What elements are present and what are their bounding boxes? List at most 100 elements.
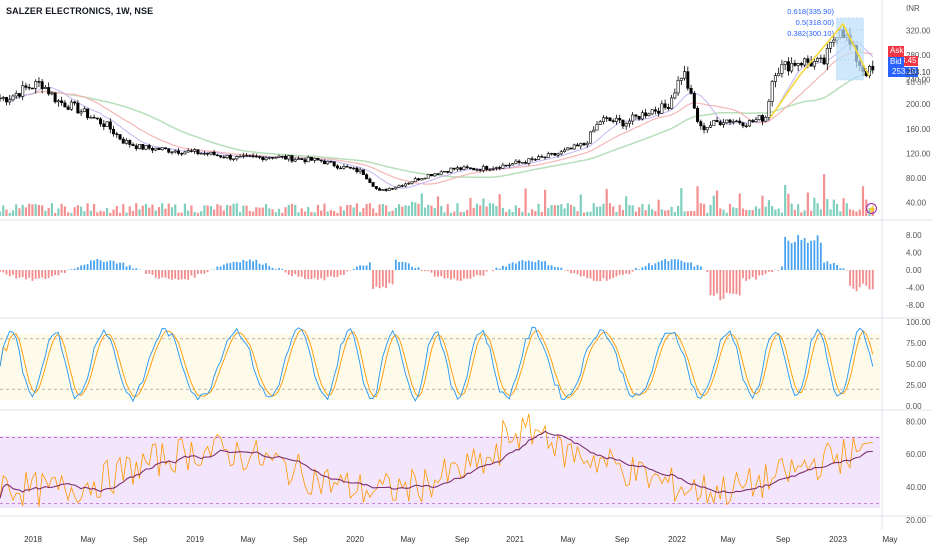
macd-bar [255,259,258,270]
macd-bar [836,264,838,270]
candle-body [53,92,57,103]
macd-bar [34,270,37,279]
macd-bar [813,240,816,270]
price-tick-label: 40.00 [906,199,927,208]
volume-bar [647,204,650,216]
price-tick-label: 80.00 [906,174,927,183]
macd-bar [839,268,842,270]
candle-body [50,92,54,95]
candle-body [361,169,365,175]
candle-body [773,75,777,82]
candle-body [546,153,550,158]
candle-body [82,108,86,113]
candle-body [209,151,213,155]
candle-body [76,102,80,114]
macd-bar [498,268,501,270]
lightning-icon[interactable]: ⚡ [866,203,877,214]
volume-bar [543,189,547,216]
candle-body [640,112,644,120]
candle-body [1,97,5,99]
macd-bar [761,270,764,276]
macd-bar [291,270,293,277]
macd-bar [320,270,323,279]
candle-body [144,145,148,150]
candle-body [89,117,93,119]
volume-bar [615,211,618,216]
candle-body [397,185,401,188]
macd-bar [686,262,689,270]
volume-bar [657,199,660,216]
macd-bar [472,270,475,277]
volume-bar [861,186,865,216]
candle-body [404,183,408,187]
volume-bar [472,207,475,216]
candle-body [134,145,138,149]
volume-bar [631,205,634,216]
volume-bar [709,204,712,216]
macd-bar [635,268,637,270]
candle-body [235,156,239,160]
volume-bar [96,212,99,216]
candle-body [504,164,508,167]
macd-bar [76,267,79,270]
volume-bar [800,212,803,216]
volume-bar [410,201,414,216]
volume-bar [368,203,371,216]
volume-bar [569,204,573,216]
volume-bar [28,203,31,216]
volume-bar [702,203,706,216]
stoch-tick-label: 25.00 [906,381,927,390]
volume-bar [83,211,86,216]
volume-bar [605,189,608,216]
macd-bar [849,270,851,286]
macd-bar [89,260,92,270]
macd-bar [670,259,673,270]
fib-label: 0.382(300.10) [787,29,834,38]
macd-bar [576,270,579,275]
candle-body [683,71,687,79]
volume-bar [41,205,44,216]
macd-bar [122,262,125,270]
volume-bar [0,211,2,216]
candle-body [232,158,236,160]
bid-badge: Bid253.10 [888,57,932,77]
candle-body [741,122,745,127]
macd-bar [586,270,589,279]
x-axis-label: May [560,535,575,544]
macd-bar [596,270,598,282]
candle-body [173,150,177,153]
volume-bar [855,211,858,216]
candle-body [436,173,440,175]
macd-bar [414,267,417,270]
volume-bar [835,203,839,216]
candle-body [556,153,560,156]
candle-body [537,156,541,160]
macd-bar [394,259,397,270]
macd-bar [605,270,608,281]
candle-body [734,120,738,123]
macd-bar [430,270,433,273]
candle-body [267,157,271,159]
macd-bar [631,270,634,272]
volume-bar [822,174,826,216]
candle-body [423,177,427,180]
candle-body [588,131,592,144]
candle-body [280,155,284,158]
macd-bar [339,270,342,275]
volume-bar [748,209,751,216]
x-axis-label: May [720,535,735,544]
volume-bar [813,197,816,216]
candle-body [799,63,803,66]
volume-bar [832,199,835,216]
macd-bar [200,270,203,274]
candle-body [387,188,391,191]
candle-body [689,87,693,94]
volume-bar [226,204,229,216]
candle-body [796,63,800,66]
volume-bar [391,210,394,216]
x-axis-label: 2023 [829,535,847,544]
volume-bar [394,207,397,216]
volume-bar [216,204,219,216]
